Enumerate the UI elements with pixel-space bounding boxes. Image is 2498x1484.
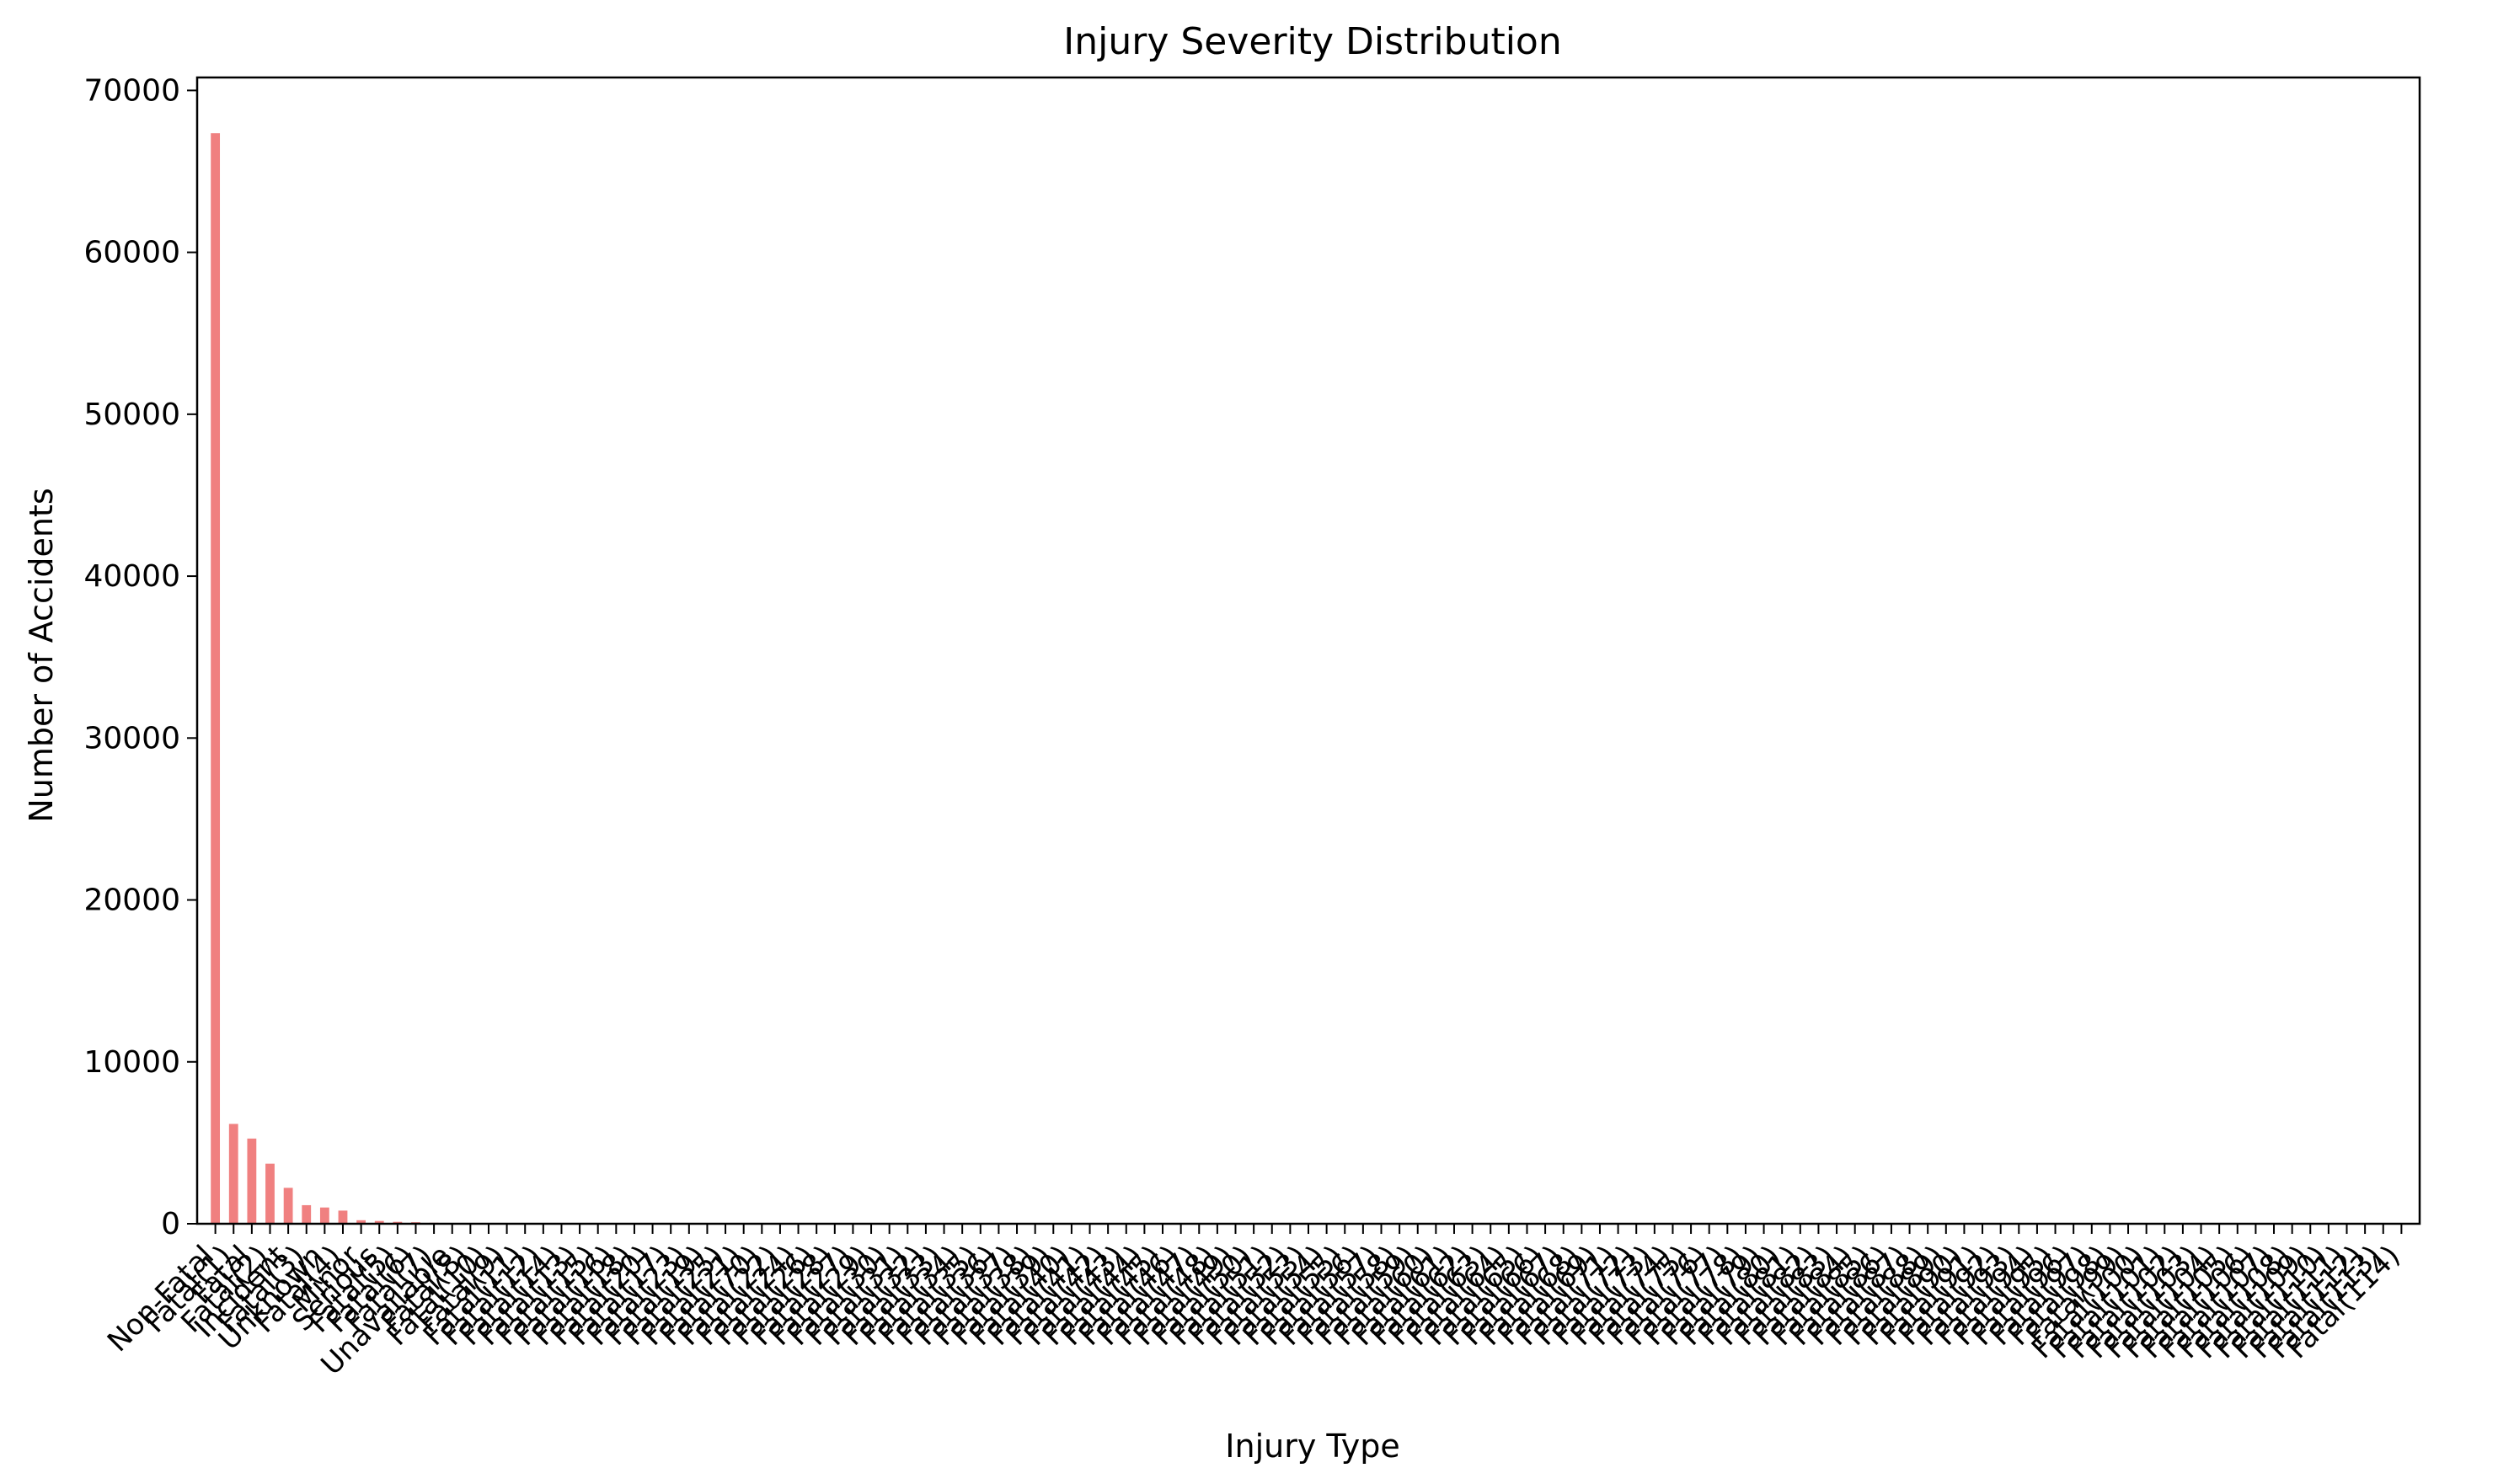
bar — [211, 133, 221, 1225]
y-tick-label: 60000 — [83, 236, 180, 270]
bars-group — [211, 133, 2406, 1225]
bar — [228, 1124, 238, 1224]
y-tick-label: 10000 — [83, 1045, 180, 1080]
plot-area-frame — [195, 76, 2421, 1225]
x-axis-label: Injury Type — [1225, 1428, 1399, 1465]
bar — [265, 1163, 275, 1224]
x-axis: Non-FatalFatal(1)FatalFatal(2)IncidentFa… — [101, 1224, 2407, 1382]
bar — [338, 1210, 348, 1224]
y-tick-label: 40000 — [83, 559, 180, 594]
chart-title: Injury Severity Distribution — [1063, 20, 1562, 63]
bar — [247, 1138, 257, 1224]
y-tick-label: 50000 — [83, 398, 180, 432]
y-tick-label: 20000 — [83, 883, 180, 918]
bar — [319, 1207, 329, 1224]
y-axis-label: Number of Accidents — [23, 488, 60, 822]
y-tick-label: 0 — [161, 1207, 180, 1241]
y-tick-label: 70000 — [83, 73, 180, 108]
bar — [374, 1220, 384, 1224]
y-axis: 0 10000 20000 30000 40000 50000 60000 70000 — [83, 73, 197, 1241]
y-tick-label: 30000 — [83, 721, 180, 755]
bar — [356, 1220, 366, 1224]
bar — [283, 1188, 293, 1224]
bar — [302, 1204, 312, 1224]
